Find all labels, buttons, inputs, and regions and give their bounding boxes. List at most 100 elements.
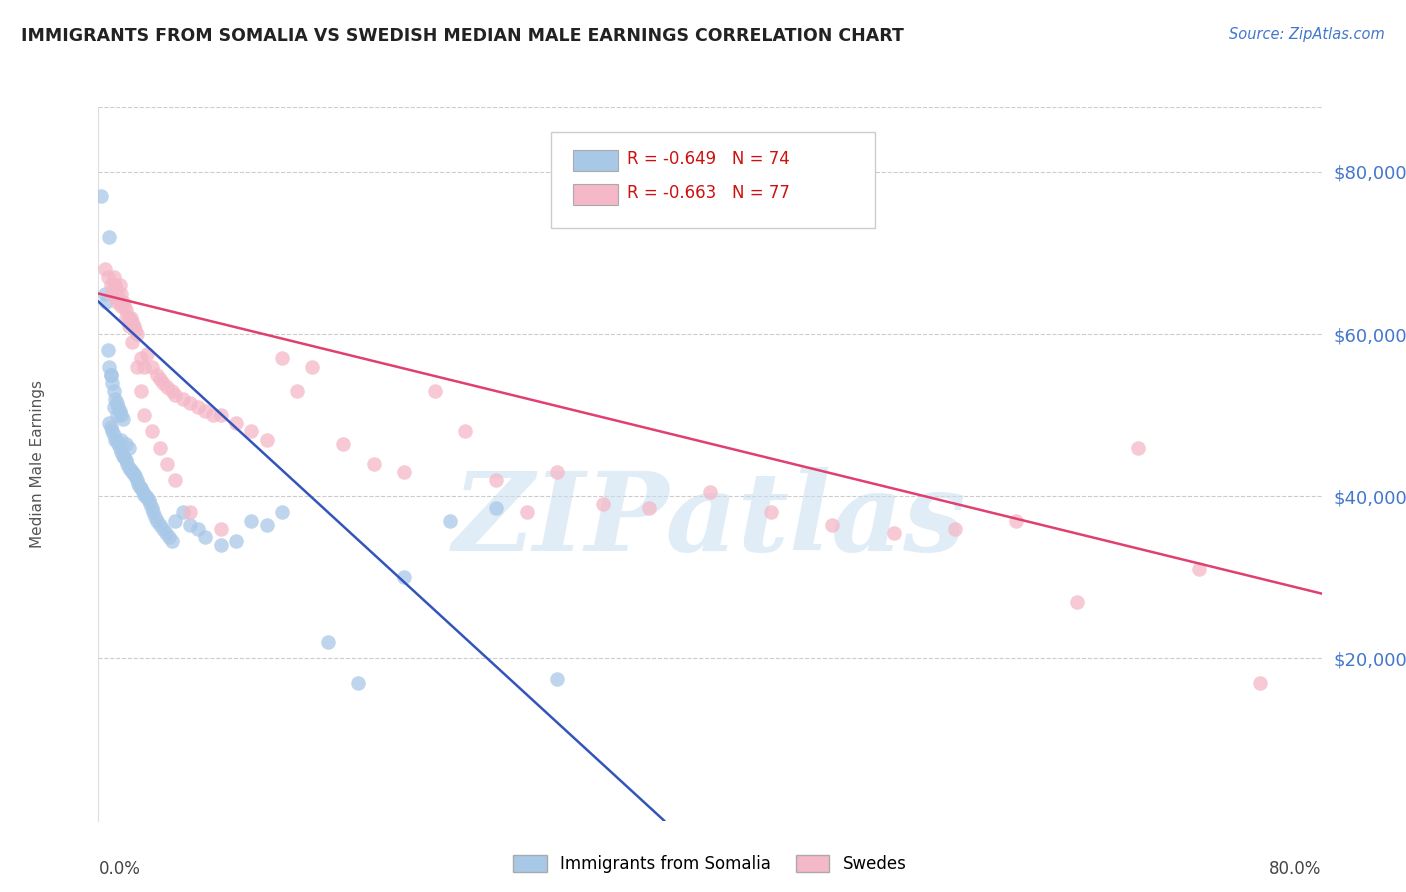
Point	[108, 404, 131, 418]
Point	[110, 433, 132, 447]
Point	[485, 501, 508, 516]
Point	[149, 372, 172, 386]
Point	[129, 481, 152, 495]
Point	[93, 262, 115, 277]
Point	[112, 450, 135, 465]
Point	[134, 408, 156, 422]
Point	[117, 457, 139, 471]
Point	[111, 294, 134, 309]
Point	[163, 514, 186, 528]
Point	[108, 441, 131, 455]
Point	[485, 473, 508, 487]
Point	[104, 278, 127, 293]
Point	[118, 441, 141, 455]
Point	[115, 452, 138, 467]
Point	[160, 384, 183, 398]
Point	[136, 491, 159, 505]
Point	[209, 522, 232, 536]
Point	[156, 380, 179, 394]
Point	[821, 517, 844, 532]
Point	[316, 635, 339, 649]
Point	[112, 299, 135, 313]
Text: Median Male Earnings: Median Male Earnings	[30, 380, 45, 548]
Point	[163, 473, 186, 487]
Text: Source: ZipAtlas.com: Source: ZipAtlas.com	[1229, 27, 1385, 42]
Point	[124, 469, 146, 483]
Point	[101, 425, 124, 439]
Point	[392, 465, 416, 479]
Point	[209, 408, 232, 422]
Point	[111, 449, 134, 463]
FancyBboxPatch shape	[574, 150, 619, 170]
Point	[759, 506, 782, 520]
Point	[194, 530, 217, 544]
Point	[107, 291, 129, 305]
Point	[138, 493, 160, 508]
Point	[179, 506, 201, 520]
Point	[105, 396, 128, 410]
Point	[516, 506, 538, 520]
Point	[110, 299, 132, 313]
Point	[103, 400, 125, 414]
Text: R = -0.663   N = 77: R = -0.663 N = 77	[627, 185, 790, 202]
Point	[120, 463, 142, 477]
Point	[94, 294, 117, 309]
Point	[142, 506, 165, 520]
Point	[128, 479, 150, 493]
Text: 0.0%: 0.0%	[98, 860, 141, 878]
Point	[108, 278, 131, 293]
Point	[155, 525, 177, 540]
Point	[105, 294, 128, 309]
Point	[127, 477, 149, 491]
Text: IMMIGRANTS FROM SOMALIA VS SWEDISH MEDIAN MALE EARNINGS CORRELATION CHART: IMMIGRANTS FROM SOMALIA VS SWEDISH MEDIA…	[21, 27, 904, 45]
Point	[129, 384, 152, 398]
Point	[883, 525, 905, 540]
Text: 80.0%: 80.0%	[1270, 860, 1322, 878]
Text: ZIPatlas: ZIPatlas	[453, 467, 967, 574]
Point	[103, 384, 125, 398]
Point	[156, 457, 179, 471]
Point	[143, 509, 166, 524]
Point	[115, 310, 138, 325]
Point	[423, 384, 446, 398]
Point	[100, 278, 122, 293]
Point	[132, 485, 155, 500]
Point	[104, 433, 127, 447]
Point	[202, 408, 225, 422]
Point	[118, 318, 141, 333]
Point	[98, 359, 121, 374]
Point	[943, 522, 966, 536]
Point	[98, 417, 121, 431]
Point	[110, 408, 132, 422]
Point	[105, 434, 128, 449]
Point	[225, 533, 247, 548]
Point	[111, 412, 134, 426]
Point	[107, 400, 129, 414]
Point	[699, 485, 721, 500]
Point	[179, 517, 201, 532]
Point	[104, 392, 127, 406]
Point	[97, 343, 120, 358]
Point	[105, 286, 128, 301]
Point	[100, 420, 122, 434]
Point	[439, 514, 461, 528]
Point	[546, 465, 568, 479]
Point	[118, 310, 141, 325]
FancyBboxPatch shape	[574, 184, 619, 205]
Point	[163, 388, 186, 402]
Point	[240, 514, 263, 528]
Point	[209, 538, 232, 552]
Point	[149, 517, 172, 532]
Point	[285, 384, 308, 398]
Point	[93, 286, 115, 301]
Point	[121, 315, 143, 329]
Point	[152, 522, 174, 536]
Point	[172, 392, 194, 406]
Point	[145, 368, 167, 382]
Point	[179, 396, 201, 410]
Point	[103, 428, 125, 442]
Point	[149, 441, 172, 455]
Point	[115, 302, 138, 317]
Point	[139, 497, 162, 511]
Point	[121, 335, 143, 350]
